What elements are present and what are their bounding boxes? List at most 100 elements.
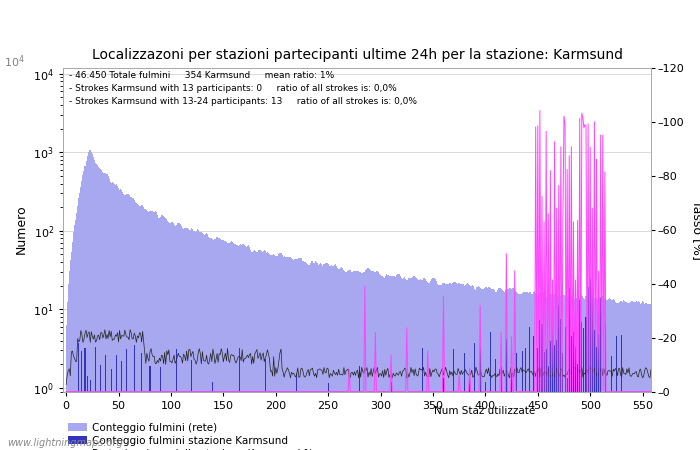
Bar <box>319 264 321 450</box>
Bar <box>362 273 363 450</box>
Bar <box>360 272 361 450</box>
Bar <box>288 256 289 450</box>
Bar <box>397 274 398 450</box>
Bar <box>83 171 85 450</box>
Bar <box>204 235 205 450</box>
Bar <box>73 232 74 450</box>
Bar <box>116 355 117 450</box>
Bar <box>485 382 486 450</box>
Bar <box>608 298 610 450</box>
Bar <box>454 282 456 450</box>
Bar <box>379 274 380 450</box>
Bar <box>562 296 564 450</box>
Bar <box>557 297 558 450</box>
Bar <box>574 299 575 450</box>
Text: Num Staz utilizzate: Num Staz utilizzate <box>434 406 536 416</box>
Bar <box>191 229 193 450</box>
Bar <box>584 299 585 450</box>
Bar <box>180 224 181 450</box>
Bar <box>161 215 162 450</box>
Bar <box>188 229 189 450</box>
Bar <box>592 299 593 450</box>
Bar <box>268 252 269 450</box>
Bar <box>514 289 515 450</box>
Bar <box>229 243 230 450</box>
Bar <box>96 164 97 450</box>
Bar <box>195 231 197 450</box>
Bar <box>308 265 309 450</box>
Bar <box>311 261 312 450</box>
Bar <box>95 346 96 450</box>
Bar <box>597 299 598 450</box>
Bar <box>477 286 479 450</box>
Bar <box>129 195 130 450</box>
Bar <box>135 202 136 450</box>
Bar <box>382 276 383 450</box>
Bar <box>604 299 606 450</box>
Bar <box>277 256 279 450</box>
Bar <box>431 279 433 450</box>
Bar <box>234 243 235 450</box>
Bar <box>137 204 138 450</box>
Bar <box>377 270 378 450</box>
Bar <box>441 285 442 450</box>
Bar <box>546 349 547 450</box>
Text: - 46.450 Totale fulmini     354 Karmsund     mean ratio: 1%
- Strokes Karmsund w: - 46.450 Totale fulmini 354 Karmsund mea… <box>69 71 417 106</box>
Bar <box>448 284 449 450</box>
Bar <box>612 299 614 450</box>
Bar <box>254 250 256 450</box>
Bar <box>100 169 102 450</box>
Bar <box>227 243 228 450</box>
Bar <box>157 216 158 450</box>
Bar <box>372 271 374 450</box>
Bar <box>560 296 561 450</box>
Bar <box>645 303 646 450</box>
Bar <box>120 189 121 450</box>
Bar <box>540 292 542 450</box>
Bar <box>295 259 296 450</box>
Bar <box>552 319 553 450</box>
Bar <box>517 293 519 450</box>
Bar <box>327 263 328 450</box>
Bar <box>358 271 359 450</box>
Bar <box>579 300 580 450</box>
Bar <box>568 288 570 450</box>
Bar <box>435 281 437 450</box>
Bar <box>340 268 342 450</box>
Bar <box>207 234 208 450</box>
Bar <box>144 209 146 450</box>
Bar <box>542 324 543 450</box>
Bar <box>289 257 290 450</box>
Bar <box>556 297 557 450</box>
Bar <box>80 187 81 450</box>
Bar <box>449 283 450 450</box>
Bar <box>505 290 506 450</box>
Bar <box>85 161 87 450</box>
Bar <box>544 295 545 450</box>
Bar <box>378 272 379 450</box>
Bar <box>443 378 444 450</box>
Bar <box>260 251 262 450</box>
Bar <box>530 292 531 450</box>
Bar <box>526 292 527 450</box>
Bar <box>556 340 557 450</box>
Bar <box>496 292 498 450</box>
Bar <box>529 328 530 450</box>
Bar <box>131 197 132 450</box>
Bar <box>331 266 332 450</box>
Bar <box>162 215 163 450</box>
Bar <box>334 265 335 450</box>
Bar <box>231 241 232 450</box>
Bar <box>134 200 135 450</box>
Bar <box>570 297 572 450</box>
Bar <box>427 282 428 450</box>
Bar <box>468 284 469 450</box>
Bar <box>169 223 170 450</box>
Bar <box>127 194 129 450</box>
Bar <box>226 243 227 450</box>
Bar <box>170 223 172 450</box>
Bar <box>156 212 157 450</box>
Bar <box>159 218 160 450</box>
Bar <box>110 182 111 450</box>
Bar <box>617 303 618 450</box>
